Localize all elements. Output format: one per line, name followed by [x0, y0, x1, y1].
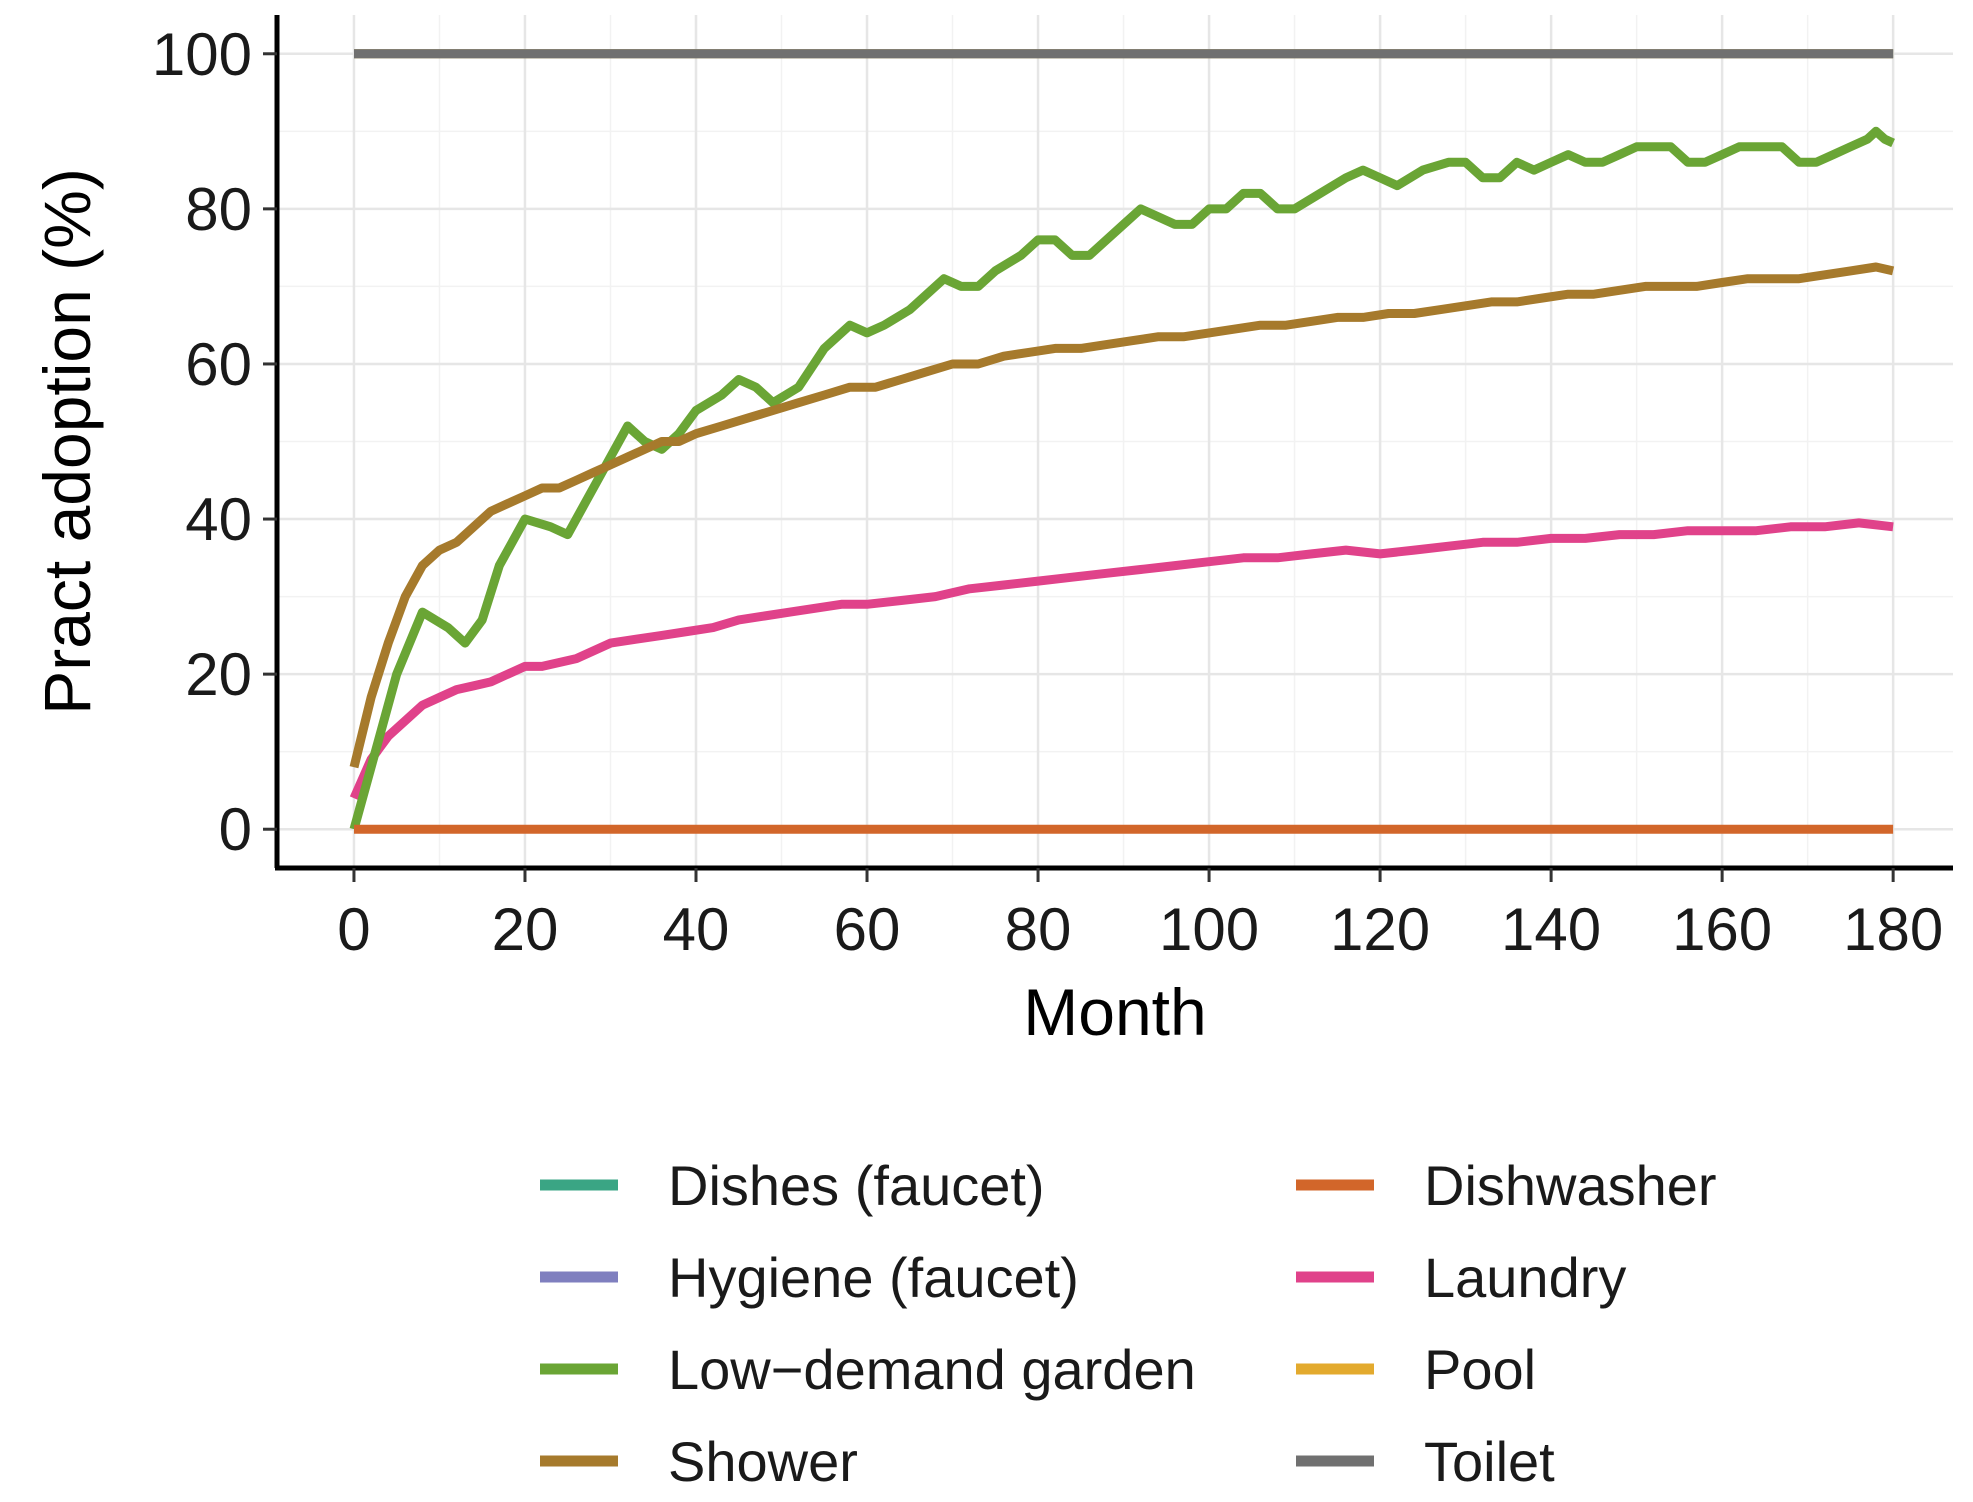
- x-tick-label: 140: [1501, 896, 1601, 963]
- x-tick-label: 40: [663, 896, 730, 963]
- x-tick-label: 160: [1672, 896, 1772, 963]
- legend-label-pool: Pool: [1424, 1338, 1536, 1401]
- y-tick-label: 20: [185, 641, 252, 708]
- x-tick-label: 20: [492, 896, 559, 963]
- y-tick-label: 60: [185, 331, 252, 398]
- x-tick-label: 60: [834, 896, 901, 963]
- y-tick-label: 40: [185, 486, 252, 553]
- series-lines: [349, 49, 1895, 834]
- x-axis-title: Month: [1023, 975, 1206, 1049]
- x-tick-label: 100: [1159, 896, 1259, 963]
- y-tick-label: 80: [185, 176, 252, 243]
- series-line-shower: [349, 262, 1895, 769]
- legend: Dishes (faucet) Hygiene (faucet) Low−deman…: [540, 1154, 1717, 1493]
- tick-labels: 0 20 40 60 80 100 120 140 160 180 0 20 40 60 80 100: [152, 21, 1943, 963]
- x-tick-label: 120: [1330, 896, 1430, 963]
- y-tick-label: 100: [152, 21, 252, 88]
- y-tick-label: 0: [219, 796, 252, 863]
- legend-label-dishwasher: Dishwasher: [1424, 1154, 1717, 1217]
- x-tick-label: 0: [337, 896, 370, 963]
- series-line-low-demand-garden: [349, 126, 1895, 831]
- legend-label-shower: Shower: [668, 1430, 858, 1493]
- legend-label-hygiene-faucet: Hygiene (faucet): [668, 1246, 1079, 1309]
- grid: [277, 15, 1953, 868]
- axes: [274, 15, 1953, 871]
- legend-label-low-demand-garden: Low−demand garden: [668, 1338, 1196, 1401]
- x-tick-label: 180: [1843, 896, 1943, 963]
- legend-label-toilet: Toilet: [1424, 1430, 1555, 1493]
- x-tick-label: 80: [1005, 896, 1072, 963]
- series-line-laundry: [349, 518, 1894, 801]
- legend-label-laundry: Laundry: [1424, 1246, 1626, 1309]
- y-axis-title: Pract adoption (%): [30, 168, 104, 715]
- legend-label-dishes-faucet: Dishes (faucet): [668, 1154, 1045, 1217]
